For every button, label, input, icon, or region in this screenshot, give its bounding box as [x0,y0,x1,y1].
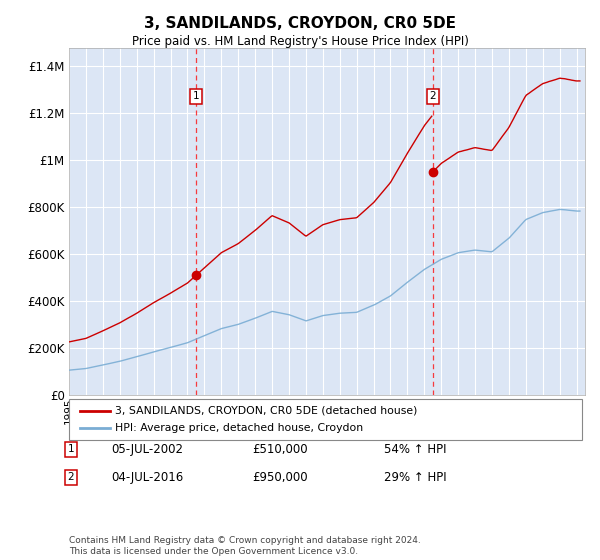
Text: Contains HM Land Registry data © Crown copyright and database right 2024.
This d: Contains HM Land Registry data © Crown c… [69,536,421,556]
Text: £950,000: £950,000 [252,470,308,484]
Text: Price paid vs. HM Land Registry's House Price Index (HPI): Price paid vs. HM Land Registry's House … [131,35,469,48]
Text: 54% ↑ HPI: 54% ↑ HPI [384,442,446,456]
Text: HPI: Average price, detached house, Croydon: HPI: Average price, detached house, Croy… [115,423,363,433]
Text: 3, SANDILANDS, CROYDON, CR0 5DE: 3, SANDILANDS, CROYDON, CR0 5DE [144,16,456,31]
Text: 2: 2 [430,91,436,101]
Text: £510,000: £510,000 [252,442,308,456]
Text: 1: 1 [193,91,200,101]
Text: 29% ↑ HPI: 29% ↑ HPI [384,470,446,484]
Text: 05-JUL-2002: 05-JUL-2002 [111,442,183,456]
Text: 3, SANDILANDS, CROYDON, CR0 5DE (detached house): 3, SANDILANDS, CROYDON, CR0 5DE (detache… [115,405,417,416]
Text: 04-JUL-2016: 04-JUL-2016 [111,470,183,484]
Text: 2: 2 [67,472,74,482]
Text: 1: 1 [67,444,74,454]
